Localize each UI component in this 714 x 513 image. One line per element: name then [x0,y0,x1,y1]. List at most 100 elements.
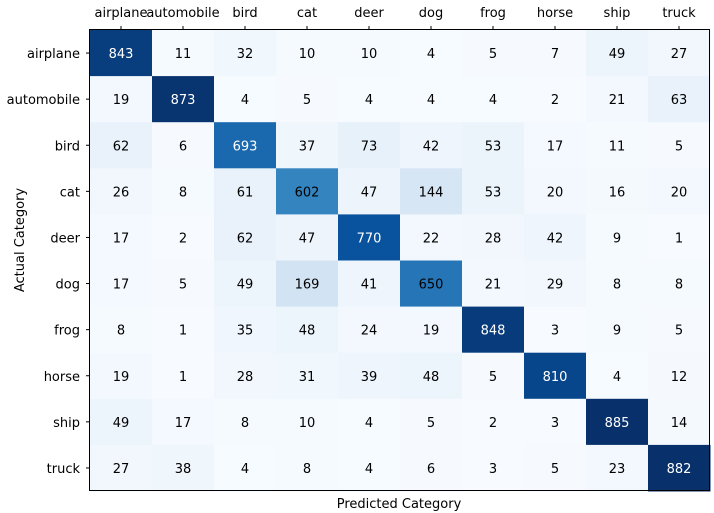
heatmap-cell [90,306,153,354]
heatmap-cell [586,122,649,169]
cell-value-label: 8 [117,324,125,339]
x-tick-label: bird [232,6,257,21]
cell-value-label: 4 [613,370,621,385]
heatmap-cell [276,168,339,215]
cell-value-label: 20 [671,185,688,200]
heatmap-cell [648,444,711,492]
heatmap-cell [276,76,339,123]
heatmap-cell [648,30,711,77]
cell-value-label: 5 [675,324,683,339]
cell-value-label: 843 [109,47,134,62]
y-tick-label: deer [50,231,80,246]
cell-value-label: 20 [547,185,564,200]
heatmap-cell [648,122,711,169]
x-tick-label: horse [537,6,573,21]
cell-value-label: 29 [547,278,564,293]
cell-value-label: 873 [171,93,196,108]
cell-value-label: 32 [237,47,254,62]
cell-value-label: 4 [365,93,373,108]
heatmap-cell [586,214,649,261]
cell-value-label: 53 [485,139,502,154]
cell-value-label: 3 [551,416,559,431]
x-tick-label: cat [297,6,317,21]
cell-value-label: 9 [613,324,621,339]
cell-value-label: 21 [485,278,502,293]
heatmap-cell [90,260,153,308]
heatmap-cell [462,168,525,215]
heatmap-cell [152,260,215,308]
cell-value-label: 19 [113,93,130,108]
cell-value-label: 10 [299,416,316,431]
cell-value-label: 169 [295,278,320,293]
heatmap-cell [276,214,339,261]
cell-value-label: 5 [489,47,497,62]
cell-value-label: 8 [675,278,683,293]
heatmap-cell [214,76,277,123]
cell-value-label: 61 [237,185,254,200]
cell-value-label: 650 [419,278,444,293]
heatmap-cell [276,352,339,400]
heatmap-cell [400,260,463,308]
cell-value-label: 17 [175,416,192,431]
heatmap-cell [400,122,463,169]
cell-value-label: 6 [179,139,187,154]
heatmap-cell [338,260,401,308]
x-tick-label: dog [419,6,443,21]
heatmap-cell [462,398,525,446]
y-tick-label: ship [53,416,80,431]
y-axis-ticks: airplane automobile bird cat deer dog frog hors… [7,47,90,477]
cell-value-label: 41 [361,278,378,293]
heatmap-cell [152,398,215,446]
heatmap-cell [648,306,711,354]
cell-value-label: 37 [299,139,316,154]
heatmap-cell [338,76,401,123]
cell-value-label: 5 [551,462,559,477]
y-tick-label: horse [44,370,80,385]
heatmap-cell [276,398,339,446]
cell-value-label: 9 [613,231,621,246]
heatmap-cell [152,306,215,354]
heatmap-cell [648,260,711,308]
y-axis-label: Actual Category [13,188,28,293]
heatmap-cell [276,260,339,308]
x-tick-label: automobile [146,6,219,21]
cell-value-label: 73 [361,139,378,154]
heatmap-cell [276,30,339,77]
cell-value-label: 11 [175,47,192,62]
heatmap-cell [276,306,339,354]
heatmap-cell [586,306,649,354]
cell-value-label: 16 [609,185,626,200]
cell-value-label: 49 [609,47,626,62]
cell-value-label: 19 [423,324,440,339]
heatmap-cell [462,352,525,400]
heatmap-cell [524,214,587,261]
cell-value-label: 3 [551,324,559,339]
heatmap-cell [524,122,587,169]
cell-value-label: 144 [419,185,444,200]
cell-value-label: 27 [671,47,688,62]
cell-value-label: 4 [365,416,373,431]
heatmap-cell [400,168,463,215]
heatmap-cell [462,214,525,261]
heatmap-cell [462,306,525,354]
cell-value-label: 48 [423,370,440,385]
cell-value-label: 31 [299,370,316,385]
heatmap-cell [524,76,587,123]
heatmap-cell [586,76,649,123]
heatmap-cell [648,76,711,123]
heatmap-cell [214,352,277,400]
heatmap-cell [524,260,587,308]
heatmap-cell [400,76,463,123]
cell-value-label: 10 [299,47,316,62]
heatmap-cell [152,352,215,400]
heatmap-cell [400,214,463,261]
heatmap-cell [524,306,587,354]
heatmap-cell [338,30,401,77]
cell-value-label: 17 [113,278,130,293]
heatmap-cell [648,168,711,215]
cell-value-label: 6 [427,462,435,477]
cell-value-label: 12 [671,370,688,385]
cell-value-label: 49 [237,278,254,293]
heatmap-cell [90,30,153,77]
